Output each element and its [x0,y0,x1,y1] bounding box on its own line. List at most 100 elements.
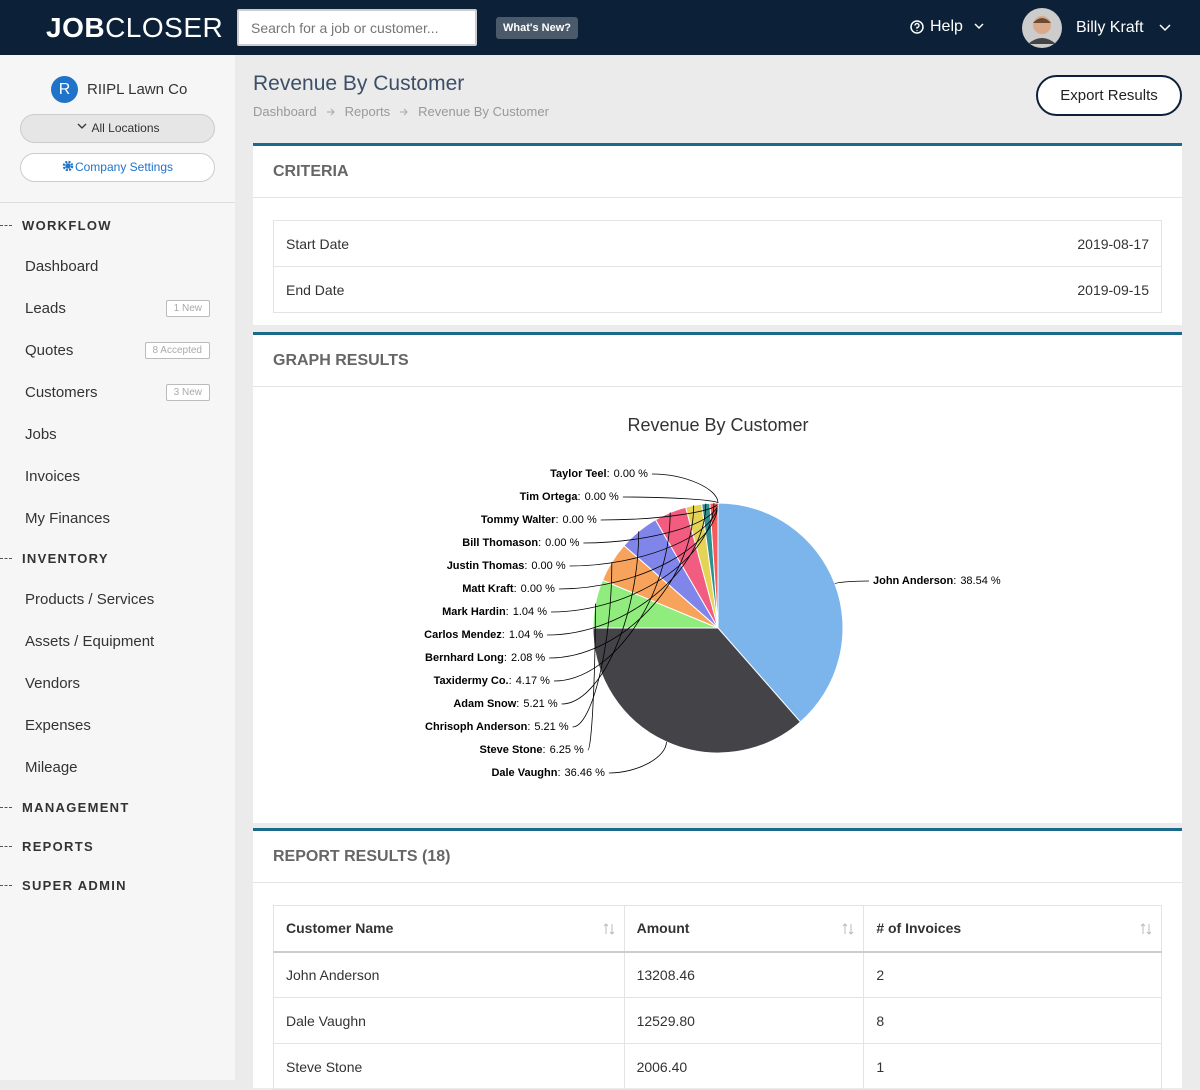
separator: : [506,606,509,618]
breadcrumb: Revenue By Customer [418,104,549,119]
separator: : [538,537,541,549]
data-label: John Anderson: 38.54 % [873,575,1001,587]
nav-label[interactable]: Jobs [25,425,57,443]
arrow [400,108,408,115]
company-icon: R [51,76,78,103]
separator: : [578,491,581,503]
nav-item[interactable]: Quotes 8 Accepted [0,329,235,371]
nav-section[interactable]: REPORTS [0,827,235,866]
nav-item[interactable]: Jobs [0,413,235,455]
sort-arrows [603,923,614,935]
column-header[interactable]: # of Invoices [863,905,1162,953]
sidebar: R RIIPL Lawn Co All Locations Company Set… [0,55,235,1080]
report-cell: 2 [863,951,1162,998]
sort-icon [603,923,614,935]
slice-value: 0.00 % [614,468,648,480]
nav-item[interactable]: Dashboard [0,245,235,287]
nav-label[interactable]: Mileage [25,758,78,776]
nav-label[interactable]: Vendors [25,674,81,692]
locations-label[interactable]: All Locations [91,121,160,135]
page-title: Revenue By Customer [253,72,465,95]
slice-name: Taxidermy Co. [434,675,509,687]
chart-title: Revenue By Customer [627,415,808,435]
pie-slice[interactable] [717,502,844,723]
nav-label[interactable]: Products / Services [25,590,155,608]
data-label: Bill Thomason: 0.00 % [462,537,579,549]
data-label: Carlos Mendez: 1.04 % [424,629,543,641]
breadcrumb[interactable]: Reports [344,104,391,119]
slice-value: 2.08 % [511,652,545,664]
report-row: John Anderson 13208.46 2 [273,951,1162,998]
pie-slice[interactable] [592,627,802,754]
settings-label[interactable]: Company Settings [74,160,174,174]
nav-item[interactable]: Mileage [0,746,235,788]
nav-section[interactable]: WORKFLOW [0,206,235,245]
help-label[interactable]: Help [930,18,963,35]
nav-label[interactable]: Expenses [25,716,91,734]
search-input[interactable] [237,9,477,46]
help-menu[interactable]: Help [910,18,989,36]
locations-button[interactable]: All Locations [20,114,215,143]
nav-label[interactable]: Customers [25,383,98,401]
connector [834,580,869,585]
breadcrumb[interactable]: Dashboard [253,104,317,119]
data-label: Steve Stone: 6.25 % [480,744,584,756]
connector [622,496,719,504]
arrow [326,108,335,115]
slice-name: Chrisoph Anderson [425,721,528,733]
slice-value: 0.00 % [521,583,555,595]
column-header[interactable]: Customer Name [273,905,625,953]
settings-button[interactable]: Company Settings [20,153,215,182]
report-cell: Steve Stone [273,1043,625,1090]
logo-light[interactable]: CLOSER [105,12,224,43]
nav-item[interactable]: Assets / Equipment [0,620,235,662]
logo-bold[interactable]: JOB [46,12,106,43]
card-title: REPORT RESULTS (18) [253,831,1182,883]
company-name[interactable]: RIIPL Lawn Co [87,81,188,98]
nav-item[interactable]: Products / Services [0,578,235,620]
whats-new-button[interactable]: What's New? [496,17,579,39]
chart: Revenue By Customer John Anderson: 38.54 … [424,415,1001,779]
separator: : [502,629,505,641]
user-menu[interactable]: Billy Kraft [1022,8,1172,48]
connector [651,473,719,504]
nav-section[interactable]: MANAGEMENT [0,788,235,827]
slice-value: 0.00 % [545,537,579,549]
criteria-cell: 2019-09-15 [696,266,1162,313]
nav-section[interactable]: SUPER ADMIN [0,866,235,905]
export-button[interactable]: Export Results [1036,75,1182,116]
user-name[interactable]: Billy Kraft [1076,19,1144,36]
separator: : [516,698,519,710]
nav-item[interactable]: Vendors [0,662,235,704]
nav-label[interactable]: Dashboard [25,257,99,275]
slice-value: 5.21 % [523,698,557,710]
connector [547,503,707,636]
company-panel: R RIIPL Lawn Co All Locations Company Set… [0,55,235,203]
data-label: Adam Snow: 5.21 % [453,698,557,710]
slice-value: 36.46 % [565,767,606,779]
crumb-arrow [326,108,335,115]
nav-label[interactable]: My Finances [25,509,111,527]
nav-item[interactable]: Leads 1 New [0,287,235,329]
nav-item[interactable]: My Finances [0,497,235,539]
card-title: CRITERIA [253,146,1182,198]
nav-label[interactable]: Leads [25,299,66,317]
logo[interactable]: JOBCLOSER [46,12,223,44]
data-label: Bernhard Long: 2.08 % [425,652,545,664]
nav-label[interactable]: Invoices [25,467,81,485]
slice-name: Dale Vaughn [491,767,557,779]
nav-item[interactable]: Invoices [0,455,235,497]
crumb-arrow [400,108,408,115]
breadcrumbs: Dashboard Reports Revenue By Customer [253,104,549,119]
nav-item[interactable]: Customers 3 New [0,371,235,413]
company[interactable]: R RIIPL Lawn Co [51,76,187,103]
nav-section[interactable]: INVENTORY [0,539,235,578]
nav-label[interactable]: Assets / Equipment [25,632,155,650]
nav-item[interactable]: Expenses [0,704,235,746]
connector [550,503,715,613]
nav-label[interactable]: Quotes [25,341,74,359]
column-header[interactable]: Amount [623,905,865,953]
report-cell: 2006.40 [623,1043,865,1090]
